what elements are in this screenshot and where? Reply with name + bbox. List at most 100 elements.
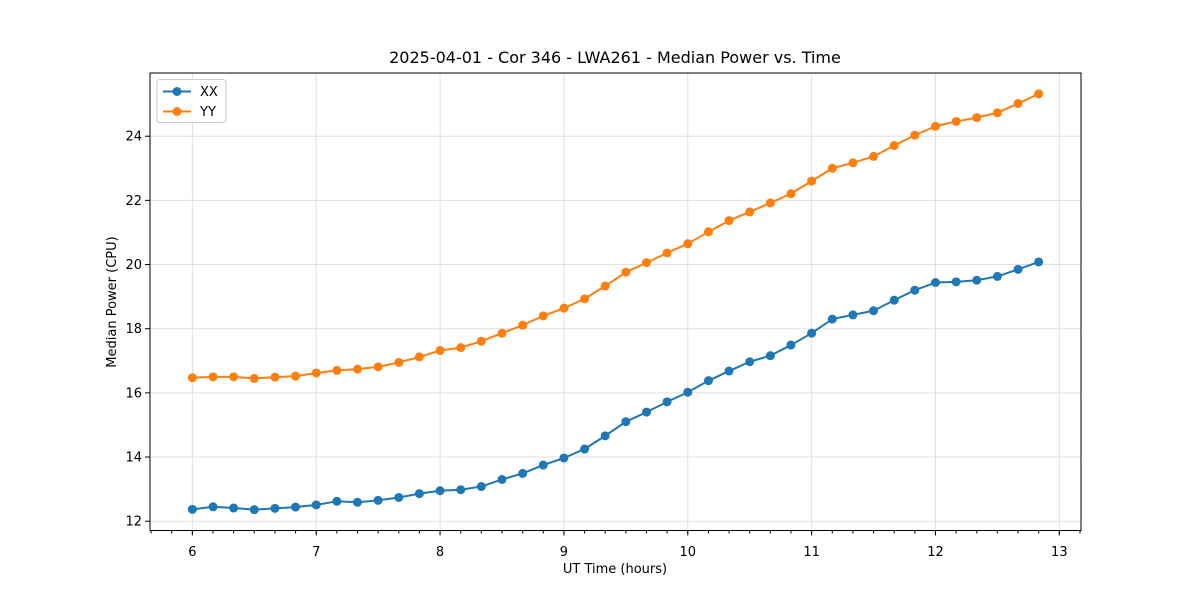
x-tick-label: 10	[679, 545, 696, 560]
data-point-xx	[414, 489, 424, 499]
x-tick-label: 11	[803, 545, 820, 560]
y-tick-label: 22	[125, 194, 142, 209]
y-tick-label: 24	[125, 130, 142, 145]
series-xx-line	[192, 261, 1039, 511]
data-point-yy	[786, 189, 796, 199]
data-point-xx	[208, 502, 218, 512]
data-point-yy	[869, 151, 879, 161]
x-axis-label: UT Time (hours)	[563, 562, 667, 577]
data-point-xx	[187, 504, 197, 514]
legend-label-yy: YY	[199, 105, 216, 120]
y-tick-label: 20	[125, 258, 142, 273]
data-point-yy	[1013, 98, 1023, 108]
data-point-xx	[992, 271, 1002, 281]
data-point-yy	[600, 281, 610, 291]
data-point-yy	[642, 258, 652, 268]
data-point-yy	[765, 198, 775, 208]
data-point-xx	[765, 351, 775, 361]
data-point-xx	[1034, 257, 1044, 267]
data-point-yy	[992, 108, 1002, 118]
x-tick-label: 6	[188, 545, 196, 560]
y-axis-label: Median Power (CPU)	[105, 236, 120, 367]
legend: XX YY	[156, 79, 227, 123]
data-point-yy	[724, 216, 734, 226]
data-point-xx	[476, 482, 486, 492]
data-point-yy	[621, 267, 631, 277]
data-point-xx	[291, 502, 301, 512]
data-point-xx	[456, 485, 466, 495]
data-point-xx	[518, 468, 528, 478]
data-point-yy	[848, 158, 858, 168]
data-point-yy	[518, 320, 528, 330]
series-yy	[187, 89, 1044, 383]
data-point-yy	[827, 163, 837, 173]
data-point-yy	[683, 239, 693, 249]
data-point-xx	[703, 376, 713, 386]
data-point-yy	[187, 373, 197, 383]
data-point-xx	[352, 497, 362, 507]
data-point-yy	[208, 372, 218, 382]
data-point-yy	[538, 311, 548, 321]
data-point-xx	[889, 295, 899, 305]
data-point-yy	[394, 357, 404, 367]
data-point-xx	[662, 397, 672, 407]
data-point-yy	[332, 365, 342, 375]
data-point-xx	[848, 310, 858, 320]
data-point-xx	[311, 500, 321, 510]
data-point-yy	[456, 343, 466, 353]
data-point-xx	[229, 503, 239, 513]
data-point-yy	[930, 121, 940, 131]
data-point-xx	[786, 340, 796, 350]
data-point-yy	[1034, 89, 1044, 99]
legend-marker-xx	[172, 87, 182, 96]
legend-marker-yy	[172, 107, 182, 116]
data-point-xx	[972, 275, 982, 285]
data-point-yy	[972, 113, 982, 123]
data-point-xx	[270, 503, 280, 513]
y-tick-label: 12	[125, 515, 142, 530]
data-point-yy	[476, 336, 486, 346]
data-point-yy	[270, 372, 280, 382]
series-xx	[187, 257, 1044, 515]
data-point-xx	[394, 492, 404, 502]
data-point-yy	[559, 303, 569, 313]
legend-label-xx: XX	[200, 85, 218, 100]
data-point-xx	[373, 495, 383, 505]
data-point-xx	[827, 314, 837, 324]
data-point-xx	[332, 496, 342, 506]
data-point-xx	[1013, 264, 1023, 274]
plot-border	[149, 72, 1082, 531]
data-point-xx	[642, 407, 652, 417]
x-tick-label: 12	[927, 545, 944, 560]
data-point-yy	[703, 227, 713, 237]
data-point-xx	[559, 453, 569, 463]
data-point-yy	[745, 207, 755, 217]
chart-title: 2025-04-01 - Cor 346 - LWA261 - Median P…	[389, 48, 841, 67]
data-point-xx	[951, 277, 961, 287]
data-point-xx	[910, 285, 920, 295]
data-point-xx	[249, 505, 259, 515]
x-tick-label: 9	[560, 545, 568, 560]
data-point-yy	[291, 371, 301, 381]
grid-lines	[150, 73, 1081, 531]
x-tick-label: 13	[1051, 545, 1068, 560]
data-point-yy	[414, 352, 424, 362]
data-point-xx	[538, 460, 548, 470]
data-point-xx	[930, 278, 940, 288]
data-series	[187, 89, 1044, 515]
y-tick-label: 14	[125, 451, 142, 466]
axes: 6 7 8 9 10 11 12 13 12 14 16 18 20 22 24	[125, 72, 1082, 560]
data-point-yy	[580, 294, 590, 304]
data-point-yy	[311, 368, 321, 378]
data-point-yy	[352, 364, 362, 374]
data-point-yy	[229, 372, 239, 382]
data-point-xx	[807, 328, 817, 338]
data-point-xx	[745, 357, 755, 367]
data-point-yy	[951, 116, 961, 126]
data-point-yy	[435, 346, 445, 356]
data-point-xx	[683, 387, 693, 397]
data-point-xx	[621, 417, 631, 427]
data-point-yy	[910, 130, 920, 140]
